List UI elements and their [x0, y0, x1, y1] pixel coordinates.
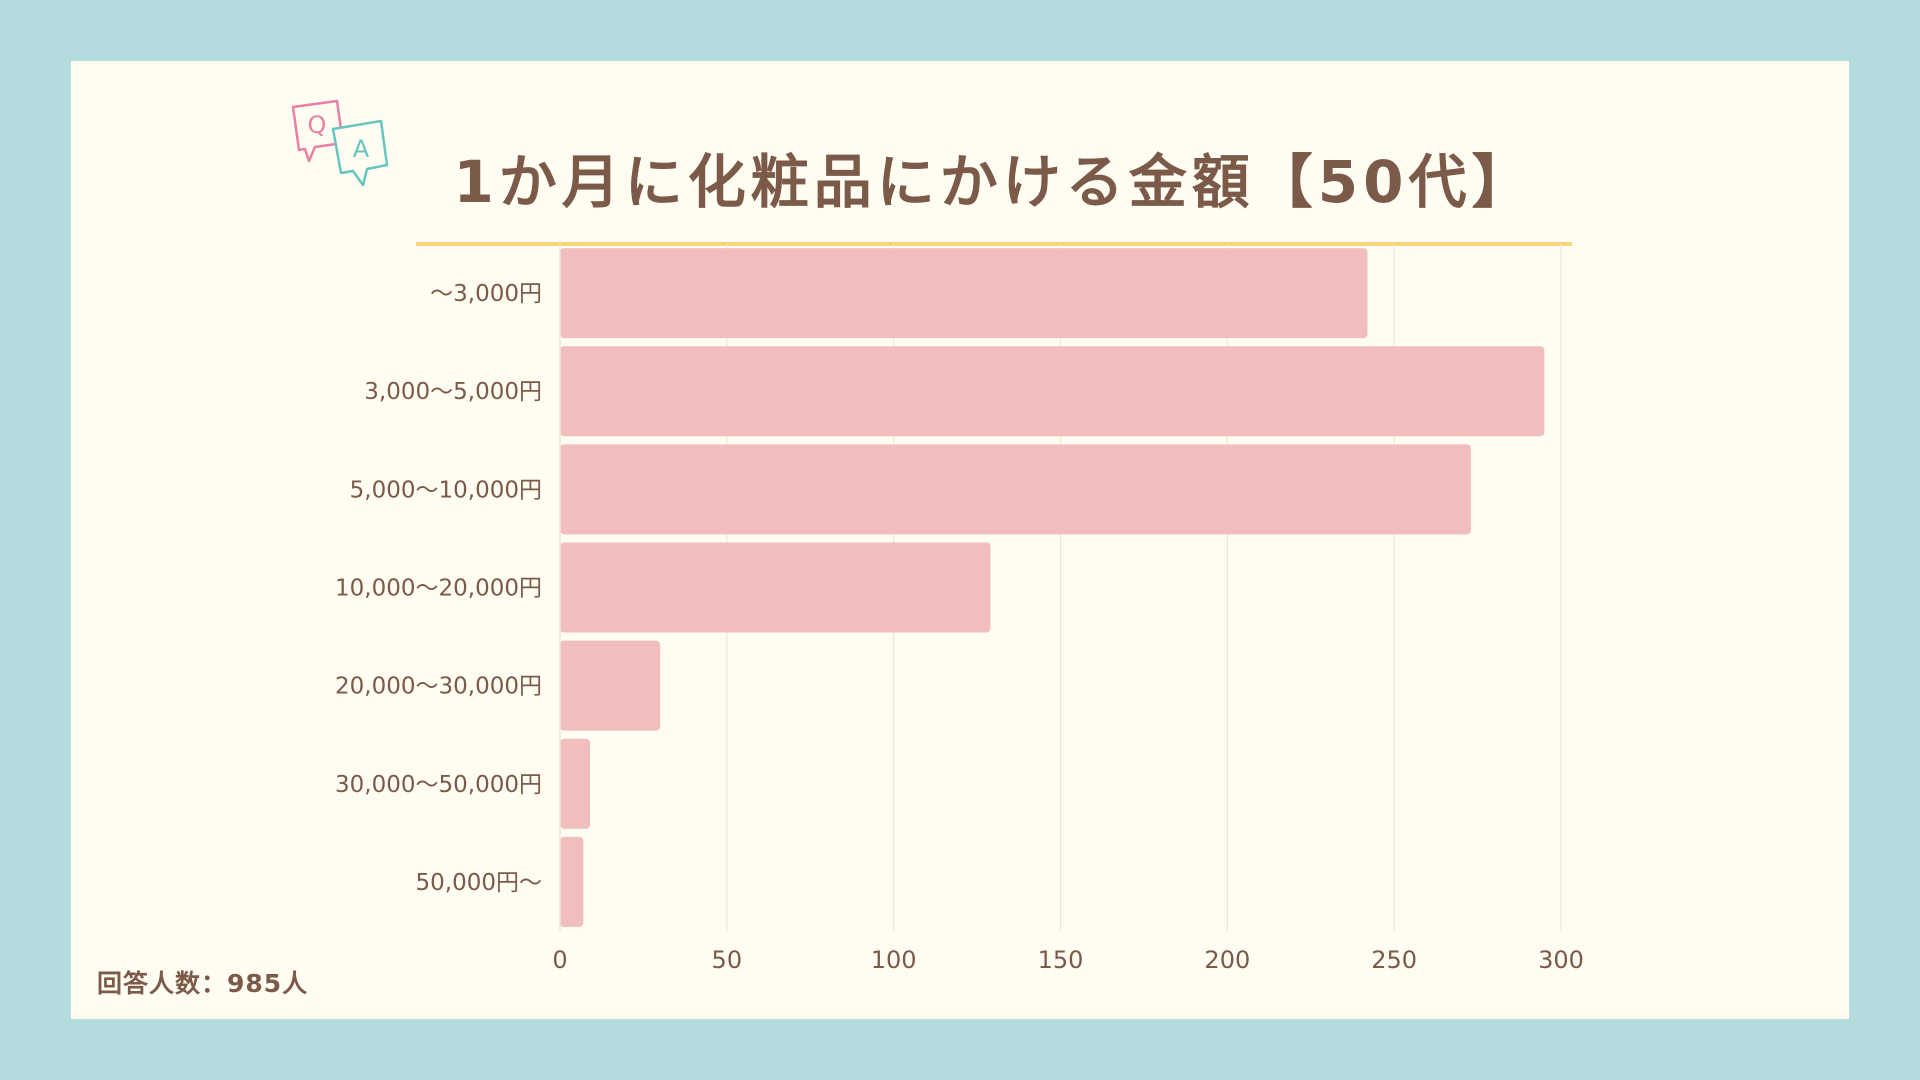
bar [560, 346, 1545, 437]
bar [560, 444, 1471, 535]
category-label: 〜3,000円 [430, 281, 542, 307]
category-label: 10,000〜20,000円 [335, 576, 542, 602]
title-underline [416, 242, 1572, 246]
qa-speech-bubbles-icon: Q A [291, 99, 389, 187]
svg-text:A: A [353, 135, 370, 163]
category-label: 30,000〜50,000円 [335, 772, 542, 798]
x-tick-label: 50 [712, 946, 743, 974]
bar [560, 640, 661, 731]
x-tick-label: 100 [871, 946, 917, 974]
svg-text:Q: Q [308, 111, 327, 139]
bar-chart: 〜3,000円 3,000〜5,000円 5,000〜10,000円 10,000〜2… [335, 244, 1584, 974]
bar [560, 836, 584, 927]
x-tick-label: 300 [1538, 946, 1584, 974]
x-tick-label: 150 [1038, 946, 1084, 974]
title-block: 1か月に化粧品にかける金額【50代】 [416, 107, 1572, 249]
bar [560, 542, 991, 633]
category-label: 50,000円〜 [416, 870, 542, 896]
x-tick-label: 200 [1204, 946, 1250, 974]
x-tick-label: 0 [552, 946, 567, 974]
respondent-count: 回答人数：985人 [97, 969, 309, 998]
category-label: 5,000〜10,000円 [350, 477, 542, 503]
x-tick-label: 250 [1371, 946, 1417, 974]
category-label: 3,000〜5,000円 [364, 379, 542, 405]
a-bubble-icon: A [331, 119, 389, 187]
bar [560, 248, 1368, 339]
category-label: 20,000〜30,000円 [335, 674, 542, 700]
q-bubble-icon: Q [291, 99, 345, 163]
chart-card: Q A 1か月に化粧品にかける金額【50代】 〜3,000円 3,000〜5,00… [71, 61, 1849, 1019]
bar [560, 738, 591, 829]
chart-title: 1か月に化粧品にかける金額【50代】 [453, 148, 1535, 216]
